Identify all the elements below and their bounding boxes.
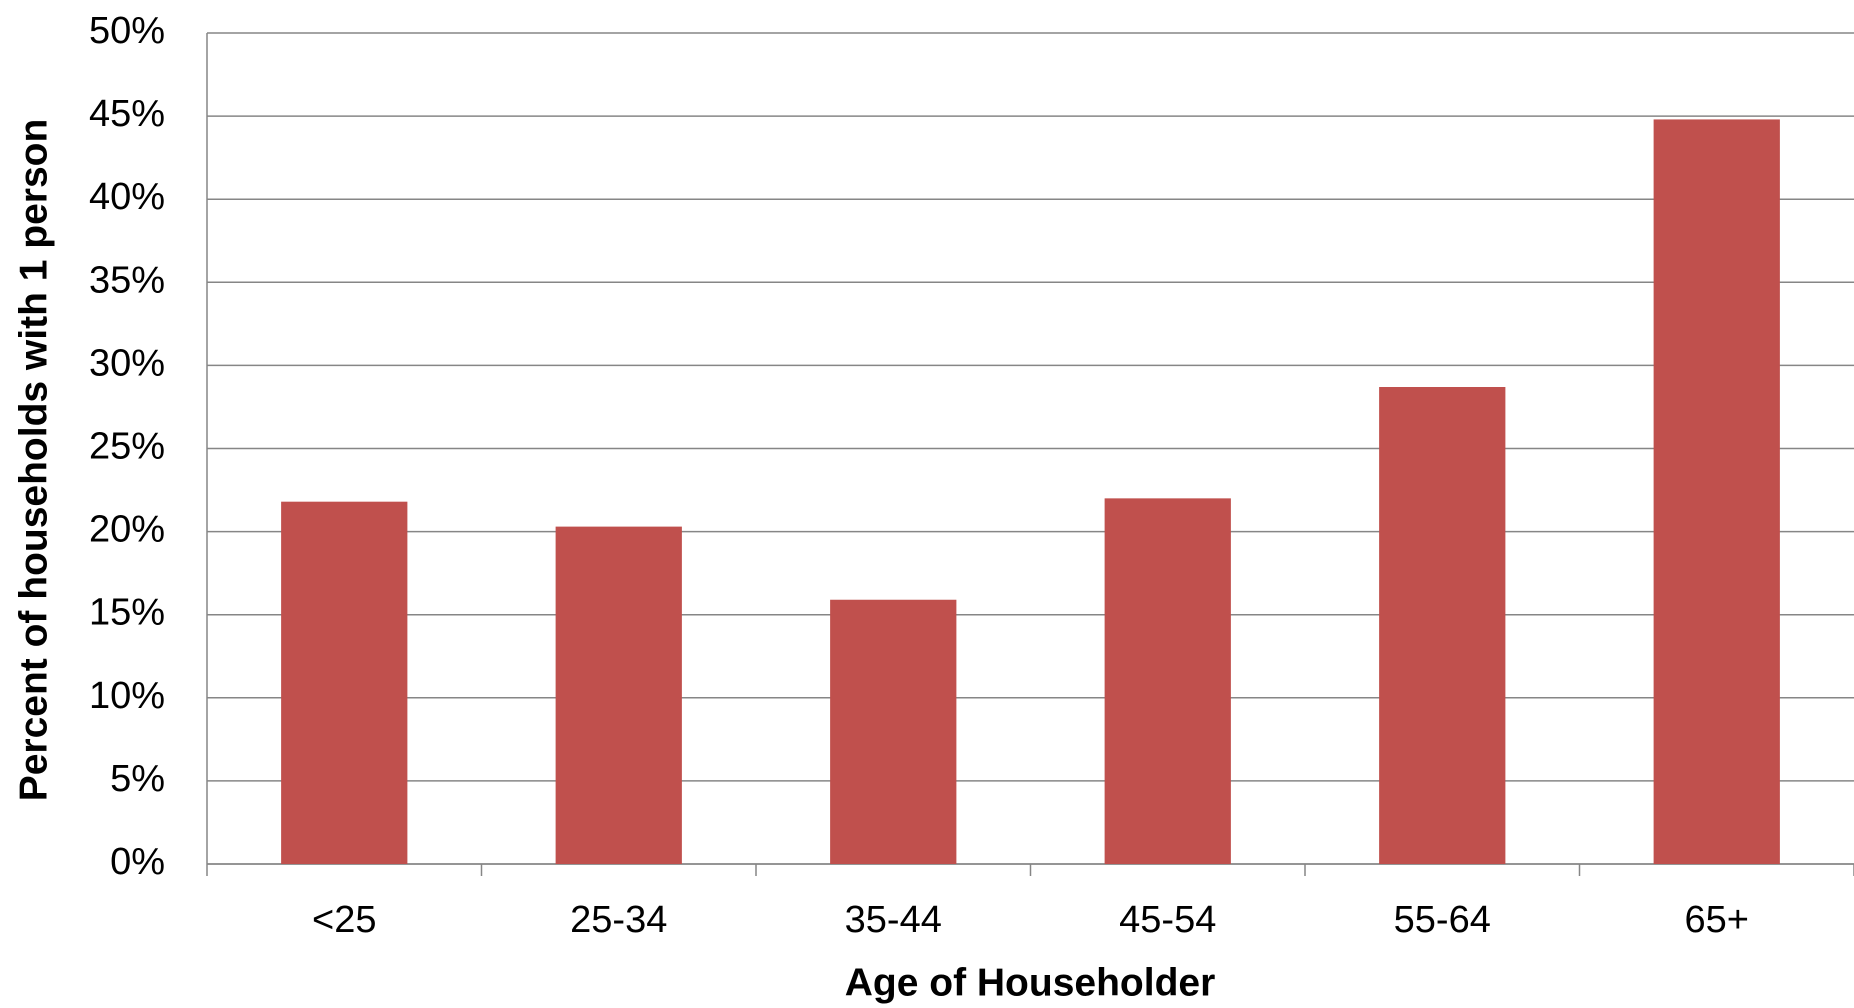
y-tick-label: 30%: [89, 342, 165, 384]
y-tick-label: 10%: [89, 675, 165, 717]
bar: [281, 501, 408, 864]
y-tick-label: 50%: [89, 10, 165, 52]
y-tick-label: 35%: [89, 259, 165, 301]
bar: [1104, 498, 1231, 864]
y-tick-label: 45%: [89, 93, 165, 135]
y-tick-label: 0%: [110, 841, 165, 883]
x-axis-title: Age of Householder: [845, 961, 1216, 1004]
bar: [555, 526, 682, 864]
x-tick-label: 35-44: [845, 899, 942, 941]
y-tick-label: 40%: [89, 176, 165, 218]
bar: [830, 599, 957, 864]
y-tick-label: 5%: [110, 758, 165, 800]
x-tick-label: 65+: [1685, 899, 1749, 941]
x-tick-label: 45-54: [1119, 899, 1216, 941]
bar: [1653, 119, 1780, 864]
y-tick-label: 20%: [89, 509, 165, 551]
x-tick-label: <25: [312, 899, 376, 941]
x-tick-label: 55-64: [1394, 899, 1491, 941]
y-axis-title: Percent of households with 1 person: [12, 119, 55, 802]
x-tick-label: 25-34: [570, 899, 667, 941]
bar: [1379, 387, 1506, 864]
y-tick-label: 25%: [89, 426, 165, 468]
y-tick-label: 15%: [89, 592, 165, 634]
